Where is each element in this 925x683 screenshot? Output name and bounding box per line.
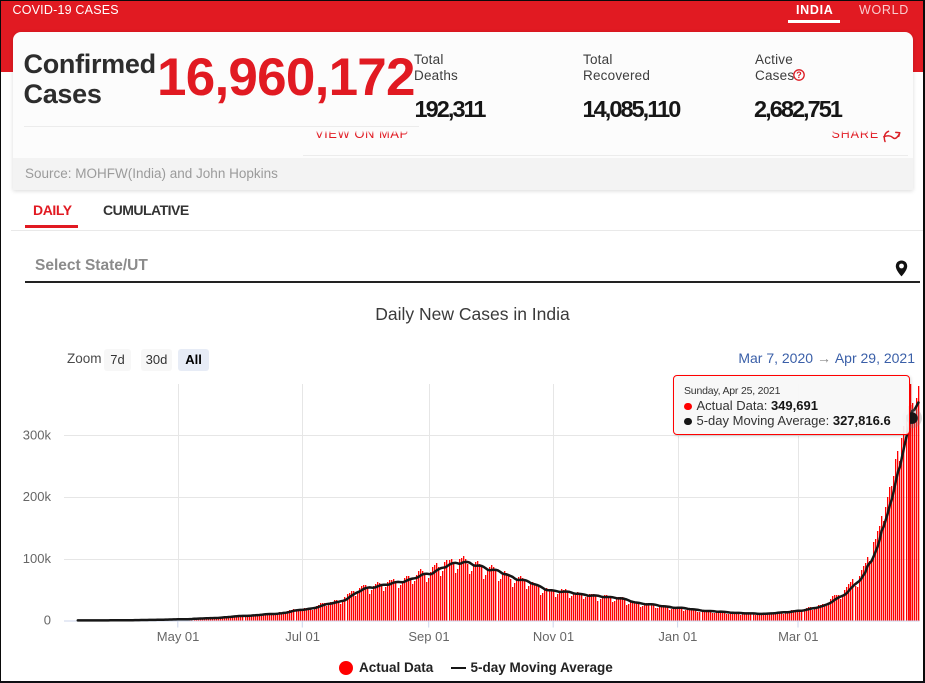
svg-text:Nov 01: Nov 01 (533, 629, 574, 644)
svg-text:May 01: May 01 (157, 629, 200, 644)
svg-text:Jul 01: Jul 01 (285, 629, 320, 644)
svg-text:Mar 01: Mar 01 (778, 629, 818, 644)
svg-text:Sep 01: Sep 01 (408, 629, 449, 644)
svg-text:Jan 01: Jan 01 (658, 629, 697, 644)
svg-text:100k: 100k (23, 551, 52, 566)
svg-text:300k: 300k (23, 428, 52, 443)
svg-text:200k: 200k (23, 489, 52, 504)
svg-text:0: 0 (44, 613, 51, 628)
svg-text:?: ? (796, 70, 802, 80)
